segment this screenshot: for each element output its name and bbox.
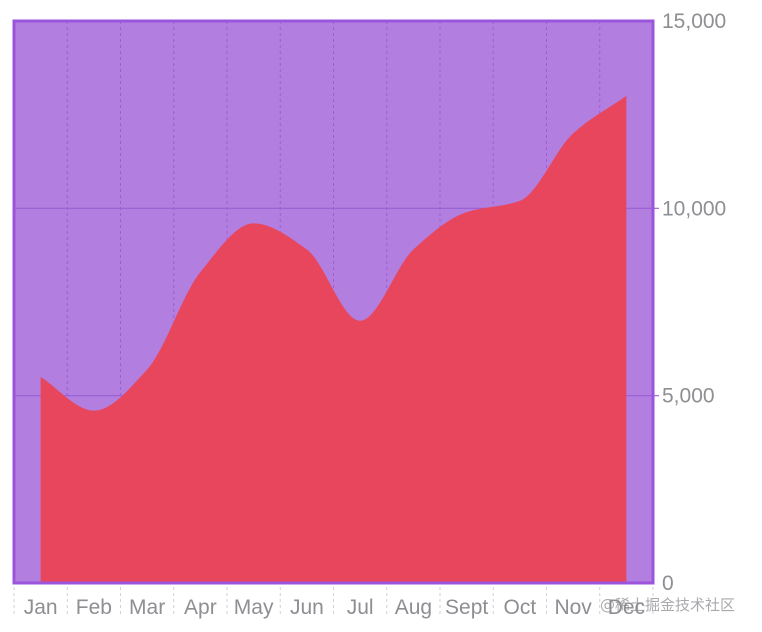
x-tick-label: Feb xyxy=(76,596,112,619)
x-tick-label: Dec xyxy=(608,596,645,619)
y-tick-label: 5,000 xyxy=(662,385,715,408)
watermark: @稀土掘金技术社区 xyxy=(600,596,736,614)
x-tick-label: May xyxy=(234,596,274,619)
x-tick-label: Mar xyxy=(129,596,165,619)
y-tick-label: 10,000 xyxy=(662,197,726,220)
x-tick-label: Jul xyxy=(347,596,374,619)
x-axis-tick-labels: Jan Feb Mar Apr May Jun Jul Aug Sept Oct Nov Dec xyxy=(13,587,654,619)
x-tick-label: Apr xyxy=(184,596,217,619)
y-axis-tick-labels: 0 5,000 10,000 15,000 xyxy=(662,10,726,595)
plot-border xyxy=(12,19,655,585)
x-tick-label: Jan xyxy=(24,596,58,619)
x-tick-label: Jun xyxy=(290,596,324,619)
area-series xyxy=(40,95,627,583)
x-tick-label: Aug xyxy=(395,596,432,619)
x-tick-label: Oct xyxy=(504,596,537,619)
x-tick-label: Nov xyxy=(554,596,592,619)
y-tick-label: 0 xyxy=(662,572,674,595)
y-tick-label: 15,000 xyxy=(662,10,726,33)
x-tick-label: Sept xyxy=(445,596,488,619)
